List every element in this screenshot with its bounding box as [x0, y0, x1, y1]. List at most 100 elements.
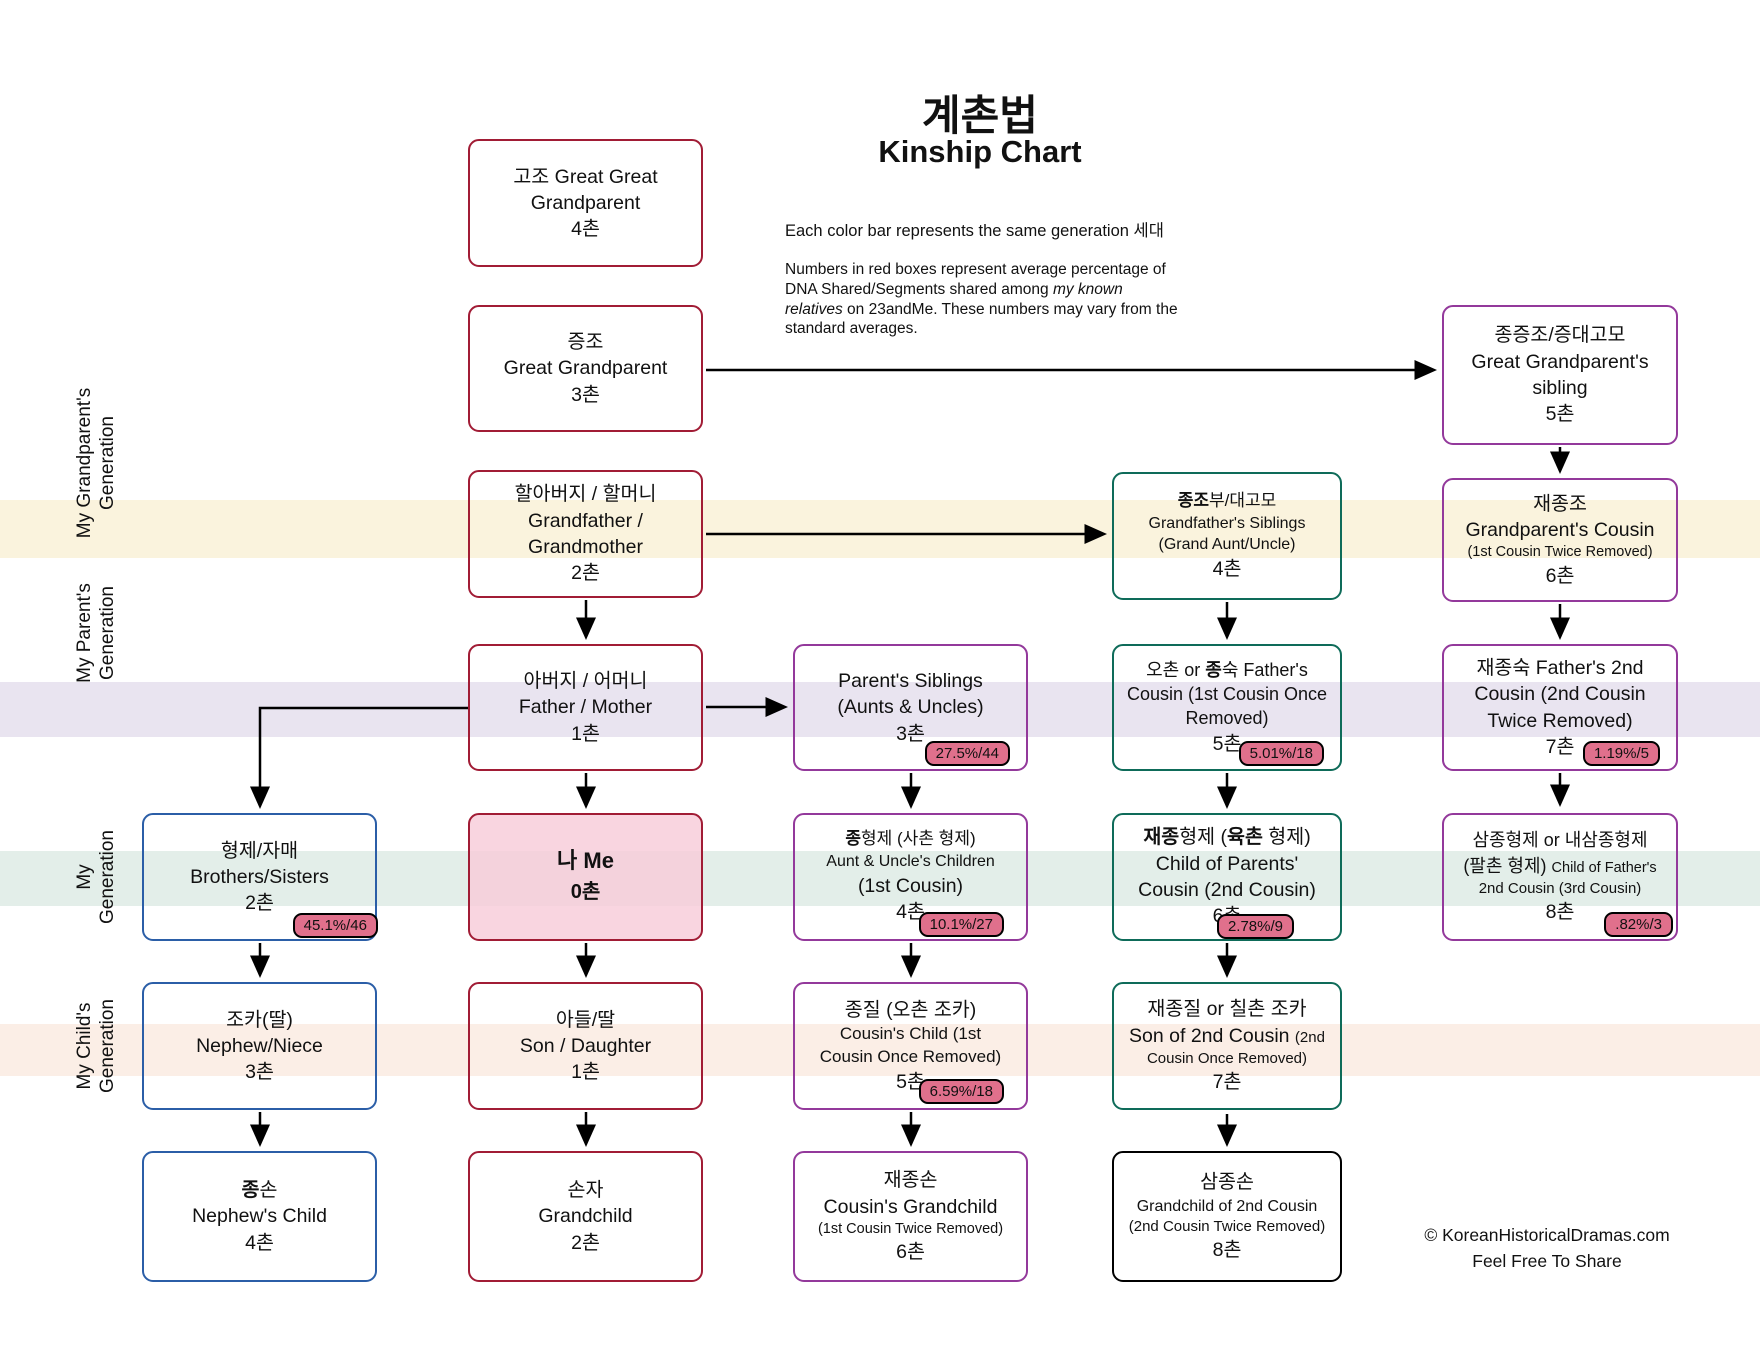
box-line: Grandfather's Siblings	[1148, 514, 1306, 532]
dna-badge: .82%/3	[1604, 912, 1673, 937]
box-cousins-grandchild: 재종손 Cousin's Grandchild (1st Cousin Twic…	[793, 1151, 1028, 1282]
generation-band-child	[0, 1024, 1760, 1076]
chon-degree: 4촌	[245, 1231, 274, 1254]
box-nephews-child: 종손 Nephew's Child 4촌	[142, 1151, 377, 1282]
chon-degree: 1촌	[571, 722, 600, 745]
box-line: 증조	[567, 331, 604, 354]
box-line: Son of 2nd Cousin (2nd	[1129, 1024, 1325, 1047]
chon-degree: 1촌	[571, 1061, 600, 1084]
box-line: 형제/자매	[220, 839, 299, 862]
box-grandparent: 할아버지 / 할머니 Grandfather / Grandmother 2촌	[468, 470, 703, 598]
box-line: Son / Daughter	[519, 1034, 652, 1057]
box-line: (1st Cousin Twice Removed)	[1467, 544, 1653, 561]
box-line: 재종질 or 칠촌 조카	[1147, 998, 1307, 1021]
chon-degree: 3촌	[896, 722, 925, 745]
box-line: Cousin's Child (1st	[839, 1024, 982, 1044]
box-line: 조카(딸)	[226, 1008, 293, 1031]
chon-degree: 4촌	[1212, 557, 1242, 580]
generation-band-my	[0, 851, 1760, 906]
chon-degree: 4촌	[896, 901, 925, 924]
box-line: Father / Mother	[518, 696, 653, 719]
box-line: Cousin Once Removed)	[1146, 1050, 1308, 1068]
generation-label-child: My Child's Generation	[74, 998, 118, 1094]
dna-badge: 45.1%/46	[292, 913, 378, 938]
chon-degree: 8촌	[1545, 901, 1575, 924]
box-line: 종형제 (사촌 형제)	[845, 829, 976, 849]
legend-note: Each color bar represents the same gener…	[785, 222, 1164, 240]
chon-degree: 5촌	[1545, 403, 1575, 426]
box-line: 삼종손	[1200, 1171, 1254, 1194]
box-line: Parent's Siblings	[838, 670, 983, 693]
box-great-great-grandparent: 고조 Great Great Grandparent 4촌	[468, 139, 703, 267]
box-line: 손자	[567, 1179, 604, 1202]
chon-degree: 5촌	[896, 1070, 925, 1093]
box-nephew-niece: 조카(딸) Nephew/Niece 3촌	[142, 982, 377, 1110]
box-siblings: 형제/자매 Brothers/Sisters 2촌 45.1%/46	[142, 813, 378, 941]
chon-degree: 7촌	[1212, 1071, 1242, 1094]
box-first-cousin: 종형제 (사촌 형제) Aunt & Uncle's Children (1st…	[793, 813, 1028, 941]
box-line: Nephew/Niece	[196, 1034, 323, 1057]
box-line: Brothers/Sisters	[190, 865, 329, 888]
chon-degree: 3촌	[571, 383, 600, 406]
chon-degree: 0촌	[570, 881, 601, 904]
box-line: 할아버지 / 할머니	[514, 483, 657, 506]
generation-label-my: My Generation	[74, 829, 118, 925]
box-line: Grandchild of 2nd Cousin	[1136, 1197, 1318, 1215]
dna-badge: 27.5%/44	[924, 741, 1010, 766]
box-line: (2nd Cousin Twice Removed)	[1128, 1218, 1326, 1236]
box-line: 나 Me	[557, 847, 614, 873]
box-line: 오촌 or 종숙 Father's	[1146, 659, 1308, 680]
box-line: Grandparent's Cousin	[1465, 519, 1655, 542]
box-second-cousin: 재종형제 (육촌 형제) Child of Parents' Cousin (2…	[1112, 813, 1342, 941]
chon-degree: 8촌	[1212, 1239, 1242, 1262]
generation-band-grandparent	[0, 500, 1760, 558]
box-great-grandparents-sibling: 종증조/증대고모 Great Grandparent's sibling 5촌	[1442, 305, 1678, 445]
box-fathers-2nd-cousin: 재종숙 Father's 2nd Cousin (2nd Cousin Twic…	[1442, 644, 1678, 771]
box-grandchild-of-second-cousin: 삼종손 Grandchild of 2nd Cousin (2nd Cousin…	[1112, 1151, 1342, 1282]
chon-degree: 2촌	[245, 892, 274, 915]
box-me: 나 Me 0촌	[468, 813, 703, 941]
share-line: Feel Free To Share	[1472, 1251, 1622, 1272]
box-fathers-cousin: 오촌 or 종숙 Father's Cousin (1st Cousin Onc…	[1112, 644, 1342, 771]
box-line: Nephew's Child	[192, 1205, 327, 1228]
box-line: Great Grandparent's	[1471, 350, 1649, 373]
box-grandparents-cousin: 재종조 Grandparent's Cousin (1st Cousin Twi…	[1442, 478, 1678, 602]
chon-degree: 6촌	[1545, 564, 1575, 587]
box-line: 종증조/증대고모	[1494, 324, 1626, 347]
box-parents-siblings: Parent's Siblings (Aunts & Uncles) 3촌 27…	[793, 644, 1028, 771]
box-cousins-child: 종질 (오촌 조카) Cousin's Child (1st Cousin On…	[793, 982, 1028, 1110]
box-line: 아버지 / 어머니	[523, 670, 648, 693]
box-line: Child of Parents'	[1155, 852, 1299, 875]
box-line: Aunt & Uncle's Children	[826, 853, 995, 871]
box-line: Cousin (2nd Cousin	[1474, 683, 1646, 706]
copyright-note: © KoreanHistoricalDramas.com Feel Free T…	[1397, 1222, 1697, 1275]
chon-degree: 6촌	[896, 1241, 925, 1264]
chon-degree: 3촌	[245, 1061, 274, 1084]
generation-label-parent: My Parent's Generation	[74, 583, 118, 683]
box-son-of-second-cousin: 재종질 or 칠촌 조카 Son of 2nd Cousin (2nd Cous…	[1112, 982, 1342, 1110]
dna-badge: 6.59%/18	[918, 1079, 1004, 1104]
box-line: 종손	[241, 1179, 278, 1202]
box-line: (1st Cousin)	[857, 874, 964, 897]
chon-degree: 2촌	[571, 562, 600, 585]
dna-note: Numbers in red boxes represent average p…	[785, 261, 1178, 338]
box-son-daughter: 아들/딸 Son / Daughter 1촌	[468, 982, 703, 1110]
box-line: 재종형제 (육촌 형제)	[1143, 826, 1311, 849]
box-line: Grandmother	[528, 536, 643, 558]
box-line: (1st Cousin Twice Removed)	[817, 1220, 1004, 1237]
box-grand-aunt-uncle: 종조부/대고모 Grandfather's Siblings (Grand Au…	[1112, 472, 1342, 600]
box-line: 고조 Great Great	[513, 165, 658, 188]
box-line: Grandparent	[530, 191, 641, 214]
box-line: 아들/딸	[555, 1008, 616, 1031]
box-line: 재종숙 Father's 2nd	[1476, 656, 1644, 679]
box-line: sibling	[1532, 377, 1588, 399]
box-line: Grandfather /	[528, 509, 643, 532]
box-third-cousin: 삼종형제 or 내삼종형제 (팔촌 형제) Child of Father's …	[1442, 813, 1678, 941]
dna-badge: 2.78%/9	[1216, 914, 1294, 939]
copyright-line: © KoreanHistoricalDramas.com	[1424, 1225, 1670, 1245]
generation-band-parent	[0, 682, 1760, 737]
chon-degree: 7촌	[1545, 735, 1575, 758]
box-line: 재종조	[1533, 492, 1587, 515]
box-line: Great Grandparent	[503, 357, 668, 380]
